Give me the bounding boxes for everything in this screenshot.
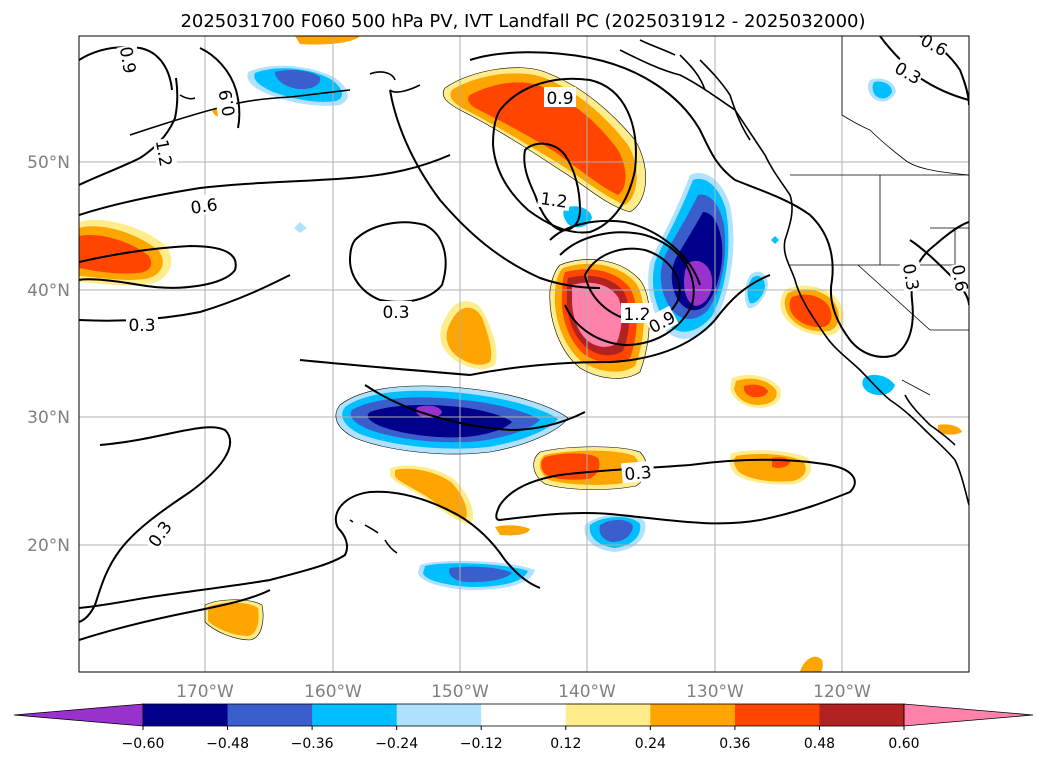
- colorbar-tick-label: −0.36: [291, 736, 334, 752]
- positive-anomaly-sw-3: [205, 599, 264, 640]
- colorbar-ticks: −0.60 −0.48 −0.36 −0.24 −0.12 0.12 0.24 0.36 0.4…: [122, 726, 920, 752]
- political-borders: [790, 36, 969, 396]
- colorbar-segment: [819, 704, 905, 726]
- positive-anomaly-gulf-alaska: [443, 67, 646, 212]
- contour-label: 1.2: [623, 305, 650, 325]
- positive-anomaly-south-edge: [800, 656, 823, 672]
- colorbar-segment: [143, 704, 229, 726]
- lon-label: 170°W: [176, 682, 234, 702]
- colorbar-extend-left-fill: [14, 704, 143, 726]
- lon-label: 120°W: [813, 682, 871, 702]
- colorbar-segment: [481, 704, 567, 726]
- latitude-labels: 50°N 40°N 30°N 20°N: [27, 153, 70, 556]
- colorbar-segments: [14, 704, 1033, 726]
- positive-anomaly-top: [295, 36, 360, 45]
- contour-label: 0.3: [128, 316, 155, 336]
- colorbar-tick-label: 0.36: [719, 736, 750, 752]
- colorbar-tick-label: −0.24: [375, 736, 418, 752]
- lat-label: 30°N: [27, 408, 70, 428]
- negative-anomaly-small-4: [563, 206, 592, 228]
- lat-label: 50°N: [27, 153, 70, 173]
- positive-anomaly-sw-2: [495, 525, 530, 536]
- figure-title: 2025031700 F060 500 hPa PV, IVT Landfall…: [180, 11, 865, 32]
- contour-label: 0.9: [115, 45, 139, 75]
- negative-anomaly-hawaii: [418, 560, 535, 590]
- contour-label: 1.2: [539, 189, 569, 213]
- negative-anomaly-small-5: [867, 78, 896, 102]
- contour-label: 0.9: [216, 88, 240, 118]
- positive-anomaly-central: [549, 259, 650, 379]
- colorbar-tick-label: 0.12: [550, 736, 581, 752]
- colorbar-segment: [312, 704, 398, 726]
- colorbar-segment: [227, 704, 313, 726]
- coastlines: [129, 39, 969, 554]
- contour-lines: [79, 36, 969, 641]
- positive-anomaly-baja: [730, 375, 781, 408]
- positive-anomaly-sw-1: [390, 465, 474, 525]
- colorbar-tick-label: −0.48: [206, 736, 249, 752]
- colorbar-tick-label: −0.12: [460, 736, 503, 752]
- positive-anomaly-california: [780, 285, 844, 336]
- colorbar-frame: [142, 703, 905, 727]
- shading-outlines: [204, 67, 650, 641]
- positive-anomaly-subtropical: [533, 446, 647, 490]
- lon-label: 130°W: [686, 682, 744, 702]
- negative-anomaly-small-2: [584, 514, 646, 552]
- map-frame: [78, 35, 970, 673]
- contour-label: 0.6: [947, 263, 971, 293]
- positive-anomaly-small-1: [440, 301, 497, 370]
- colorbar-tick-label: 0.60: [888, 736, 919, 752]
- colorbar-extend-right-fill: [904, 704, 1033, 726]
- colorbar: −0.60 −0.48 −0.36 −0.24 −0.12 0.12 0.24 0.36 0.4…: [13, 703, 1034, 752]
- negative-anomaly-dot: [294, 222, 779, 244]
- contour-label: 0.3: [382, 303, 409, 323]
- negative-anomaly-trough: [648, 173, 734, 339]
- positive-anomaly-coast: [938, 424, 962, 435]
- lon-label: 160°W: [304, 682, 362, 702]
- longitude-labels: 170°W 160°W 150°W 140°W 130°W 120°W: [176, 682, 871, 702]
- contour-label: 0.6: [189, 195, 219, 219]
- map-panel: 0.9 0.9 1.2 0.6 0.3 0.9 1.2 0.3 1.2 0.9 …: [78, 28, 974, 673]
- colorbar-tick-label: 0.48: [804, 736, 835, 752]
- lon-label: 140°W: [558, 682, 616, 702]
- contour-label: 0.3: [624, 463, 653, 485]
- colorbar-segment: [650, 704, 736, 726]
- contour-label: 0.9: [546, 89, 573, 109]
- contour-label: 1.2: [151, 138, 175, 168]
- lat-label: 20°N: [27, 536, 70, 556]
- colorbar-segment: [565, 704, 651, 726]
- colorbar-segment: [734, 704, 820, 726]
- lat-label: 40°N: [27, 281, 70, 301]
- lon-label: 150°W: [431, 682, 489, 702]
- colorbar-tick-label: −0.60: [122, 736, 165, 752]
- colorbar-tick-label: 0.24: [635, 736, 666, 752]
- contour-label: 0.3: [898, 262, 922, 292]
- colorbar-segment: [396, 704, 482, 726]
